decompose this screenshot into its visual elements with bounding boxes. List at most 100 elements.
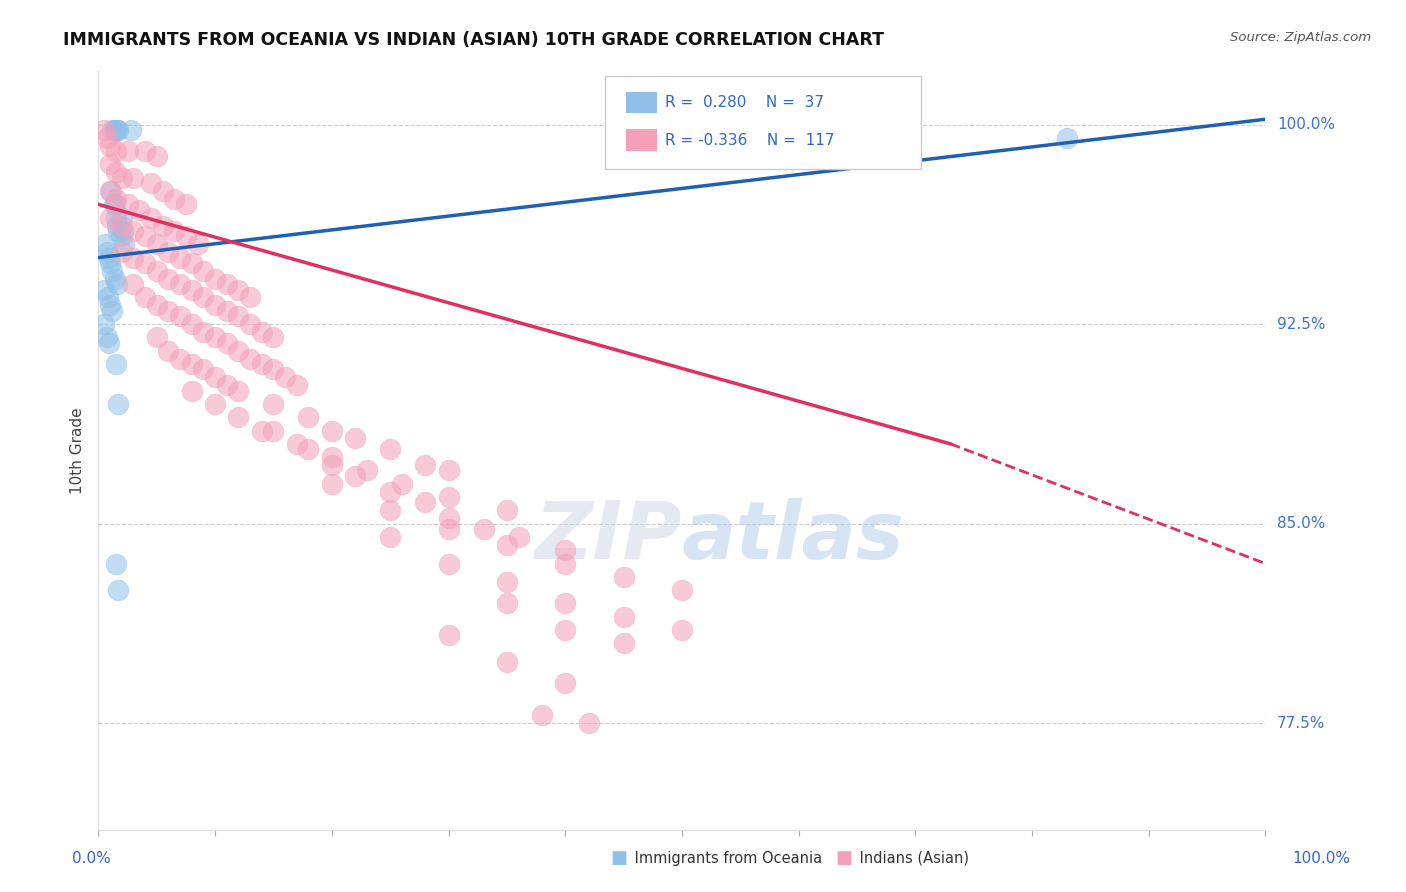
Point bbox=[111, 211, 134, 225]
Point bbox=[204, 272, 226, 286]
Point bbox=[554, 623, 576, 637]
Point bbox=[101, 264, 124, 278]
Point bbox=[98, 211, 121, 225]
Point bbox=[321, 476, 343, 491]
Point bbox=[174, 229, 197, 244]
Point bbox=[437, 511, 460, 525]
Point bbox=[104, 211, 127, 225]
Point bbox=[344, 468, 367, 483]
Point bbox=[413, 495, 436, 509]
Point bbox=[107, 123, 129, 137]
Text: R =  0.280    N =  37: R = 0.280 N = 37 bbox=[665, 95, 824, 110]
Point bbox=[250, 424, 273, 438]
Point bbox=[239, 291, 262, 305]
Point bbox=[98, 157, 121, 171]
Point bbox=[215, 335, 238, 350]
Point bbox=[157, 303, 180, 318]
Point bbox=[98, 139, 121, 153]
Point bbox=[107, 224, 129, 238]
Point bbox=[96, 131, 118, 145]
Point bbox=[134, 291, 156, 305]
Point bbox=[157, 245, 180, 260]
Point bbox=[96, 245, 118, 260]
Point bbox=[472, 522, 495, 536]
Point bbox=[297, 410, 319, 425]
Point bbox=[204, 397, 226, 411]
Point bbox=[103, 197, 125, 211]
Point bbox=[93, 317, 115, 331]
Point bbox=[122, 277, 145, 292]
Point bbox=[250, 357, 273, 371]
Point bbox=[152, 219, 174, 233]
Text: ■: ■ bbox=[835, 849, 852, 867]
Point bbox=[193, 291, 215, 305]
Point bbox=[128, 202, 150, 217]
Point bbox=[228, 410, 250, 425]
Point bbox=[98, 256, 121, 270]
Point bbox=[204, 330, 226, 344]
Point bbox=[321, 458, 343, 472]
Point bbox=[250, 325, 273, 339]
Point bbox=[193, 362, 215, 376]
Point bbox=[139, 211, 162, 225]
Point bbox=[120, 123, 142, 137]
Point bbox=[437, 463, 460, 477]
Point bbox=[152, 184, 174, 198]
Point bbox=[111, 219, 134, 233]
Text: ZIP: ZIP bbox=[534, 498, 682, 576]
Text: ■: ■ bbox=[610, 849, 627, 867]
Point bbox=[228, 384, 250, 398]
Point bbox=[193, 264, 215, 278]
Text: 0.0%: 0.0% bbox=[72, 851, 111, 865]
Y-axis label: 10th Grade: 10th Grade bbox=[70, 407, 86, 494]
Point bbox=[752, 123, 775, 137]
Point bbox=[262, 397, 284, 411]
Point bbox=[157, 272, 180, 286]
Point bbox=[297, 442, 319, 457]
Point bbox=[180, 283, 202, 297]
Text: 92.5%: 92.5% bbox=[1277, 317, 1326, 332]
Point bbox=[671, 623, 693, 637]
Point bbox=[107, 583, 129, 598]
Point bbox=[117, 197, 139, 211]
Point bbox=[1056, 131, 1078, 145]
Point bbox=[97, 335, 120, 350]
Point bbox=[105, 219, 128, 233]
Point bbox=[344, 432, 367, 446]
Text: IMMIGRANTS FROM OCEANIA VS INDIAN (ASIAN) 10TH GRADE CORRELATION CHART: IMMIGRANTS FROM OCEANIA VS INDIAN (ASIAN… bbox=[63, 31, 884, 49]
Point bbox=[554, 596, 576, 610]
Point bbox=[97, 251, 120, 265]
Point bbox=[94, 237, 117, 252]
Point bbox=[96, 330, 118, 344]
Point bbox=[380, 530, 402, 544]
Point bbox=[554, 676, 576, 690]
Point bbox=[169, 309, 191, 323]
Point bbox=[111, 224, 134, 238]
Text: Source: ZipAtlas.com: Source: ZipAtlas.com bbox=[1230, 31, 1371, 45]
Text: 100.0%: 100.0% bbox=[1292, 851, 1351, 865]
Point bbox=[146, 298, 169, 312]
Point bbox=[146, 330, 169, 344]
Point bbox=[139, 176, 162, 190]
Point bbox=[380, 442, 402, 457]
Point bbox=[437, 522, 460, 536]
Point bbox=[105, 277, 128, 292]
Point bbox=[101, 123, 124, 137]
Point bbox=[101, 303, 124, 318]
Point bbox=[671, 583, 693, 598]
Point bbox=[262, 362, 284, 376]
Point bbox=[104, 144, 127, 158]
Text: 77.5%: 77.5% bbox=[1277, 715, 1326, 731]
Point bbox=[98, 184, 121, 198]
Point bbox=[413, 458, 436, 472]
Point bbox=[496, 655, 519, 669]
Point bbox=[262, 330, 284, 344]
Point bbox=[98, 298, 121, 312]
Point bbox=[134, 229, 156, 244]
Point bbox=[180, 384, 202, 398]
Point bbox=[554, 543, 576, 558]
Point bbox=[239, 317, 262, 331]
Point bbox=[437, 490, 460, 504]
Point bbox=[239, 351, 262, 366]
Point bbox=[104, 272, 127, 286]
